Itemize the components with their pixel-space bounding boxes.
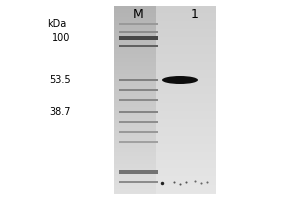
Text: 38.7: 38.7 [49, 107, 70, 117]
FancyBboxPatch shape [118, 36, 158, 40]
FancyBboxPatch shape [118, 23, 158, 25]
FancyBboxPatch shape [118, 121, 158, 123]
FancyBboxPatch shape [118, 31, 158, 33]
Text: M: M [133, 8, 143, 21]
FancyBboxPatch shape [118, 170, 158, 174]
FancyBboxPatch shape [118, 79, 158, 81]
FancyBboxPatch shape [118, 181, 158, 183]
Text: 1: 1 [191, 8, 199, 21]
FancyBboxPatch shape [118, 99, 158, 101]
FancyBboxPatch shape [118, 131, 158, 133]
FancyBboxPatch shape [118, 111, 158, 113]
Text: 53.5: 53.5 [49, 75, 70, 85]
Ellipse shape [162, 76, 198, 84]
Text: 100: 100 [52, 33, 70, 43]
FancyBboxPatch shape [118, 45, 158, 47]
FancyBboxPatch shape [118, 141, 158, 143]
Text: kDa: kDa [47, 19, 66, 29]
FancyBboxPatch shape [118, 89, 158, 91]
